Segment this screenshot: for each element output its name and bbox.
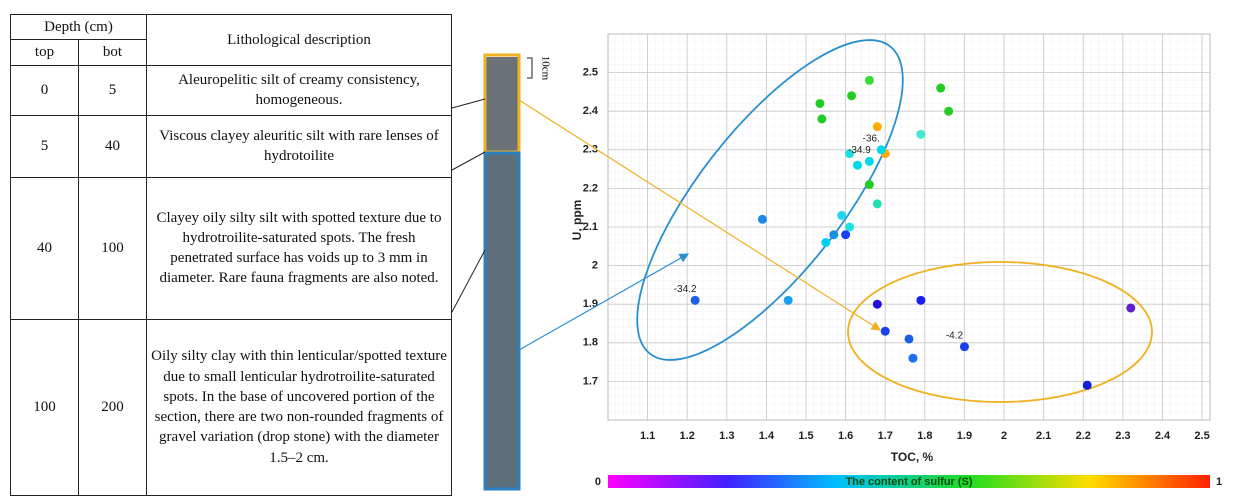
- point: [829, 230, 838, 239]
- point: [691, 296, 700, 305]
- cell: 0: [11, 65, 79, 115]
- point: [916, 296, 925, 305]
- x-tick-label: 1.2: [680, 430, 695, 442]
- x-tick-label: 1.5: [798, 430, 813, 442]
- point: [916, 130, 925, 139]
- x-tick-label: 2.2: [1076, 430, 1091, 442]
- core-top: [486, 57, 518, 151]
- colorbar-min: 0: [595, 476, 601, 488]
- point: [821, 238, 830, 247]
- colorbar-max: 1: [1216, 476, 1222, 488]
- x-tick-label: 2.3: [1115, 430, 1130, 442]
- x-tick-label: 2.5: [1194, 430, 1209, 442]
- x-tick-label: 1.9: [957, 430, 972, 442]
- point: [865, 76, 874, 85]
- y-tick-label: 2.5: [583, 67, 598, 79]
- x-tick-label: 1.1: [640, 430, 655, 442]
- point: [877, 145, 886, 154]
- point: [853, 161, 862, 170]
- point: [841, 230, 850, 239]
- core-bottom: [486, 154, 518, 488]
- point: [847, 91, 856, 100]
- point: [784, 296, 793, 305]
- cell: 100: [11, 319, 79, 495]
- y-tick-label: 2.2: [583, 182, 598, 194]
- header: bot: [79, 40, 147, 65]
- cell: 40: [11, 177, 79, 319]
- header: Lithological description: [147, 15, 452, 66]
- scale-bracket: [527, 58, 532, 78]
- y-tick-label: 2.4: [583, 105, 599, 117]
- cell: 200: [79, 319, 147, 495]
- x-axis-title: TOC, %: [891, 450, 934, 464]
- connector: [452, 99, 485, 108]
- point: [873, 199, 882, 208]
- point: [944, 107, 953, 116]
- scale-label: 10cm: [539, 56, 551, 81]
- point: [865, 157, 874, 166]
- cell: Aleuropelitic silt of creamy consistency…: [147, 65, 452, 115]
- point: [865, 180, 874, 189]
- header: Depth (cm): [11, 15, 147, 40]
- y-tick-label: 1.9: [583, 298, 598, 310]
- connector: [452, 250, 485, 312]
- y-axis-title: U, ppm: [570, 200, 584, 241]
- point: [1126, 304, 1135, 313]
- cell: 5: [11, 115, 79, 177]
- point: [817, 114, 826, 123]
- lithology-table: Depth (cm) Lithological description top …: [10, 14, 452, 496]
- x-tick-label: 2.1: [1036, 430, 1051, 442]
- connector: [452, 152, 485, 170]
- point: [837, 211, 846, 220]
- cell: Viscous clayey aleuritic silt with rare …: [147, 115, 452, 177]
- x-tick-label: 1.7: [878, 430, 893, 442]
- point-label: -4.2: [946, 330, 964, 341]
- point: [873, 300, 882, 309]
- point: [873, 122, 882, 131]
- y-tick-label: 1.8: [583, 337, 598, 349]
- point-label: -34.2: [674, 284, 697, 295]
- y-tick-label: 2.1: [583, 221, 598, 233]
- y-tick-label: 2: [592, 260, 598, 272]
- point: [758, 215, 767, 224]
- point: [1083, 381, 1092, 390]
- x-tick-label: 1.8: [917, 430, 932, 442]
- x-tick-label: 2.4: [1155, 430, 1171, 442]
- cell: 5: [79, 65, 147, 115]
- point: [936, 84, 945, 93]
- point: [905, 334, 914, 343]
- x-tick-label: 2: [1001, 430, 1007, 442]
- header: top: [11, 40, 79, 65]
- x-tick-label: 1.4: [759, 430, 775, 442]
- point-label: -34.9: [848, 145, 871, 156]
- x-tick-label: 1.6: [838, 430, 853, 442]
- cell: Oily silty clay with thin lenticular/spo…: [147, 319, 452, 495]
- point: [908, 354, 917, 363]
- cell: Clayey oily silty silt with spotted text…: [147, 177, 452, 319]
- colorbar-title: The content of sulfur (S): [845, 476, 972, 488]
- x-tick-label: 1.3: [719, 430, 734, 442]
- point: [845, 223, 854, 232]
- point: [960, 342, 969, 351]
- page: {"table": {"header": {"depth": "Depth (c…: [0, 0, 1239, 494]
- point: [881, 327, 890, 336]
- cell: 100: [79, 177, 147, 319]
- point-label: -36.: [863, 133, 880, 144]
- y-tick-label: 1.7: [583, 375, 598, 387]
- point: [815, 99, 824, 108]
- cell: 40: [79, 115, 147, 177]
